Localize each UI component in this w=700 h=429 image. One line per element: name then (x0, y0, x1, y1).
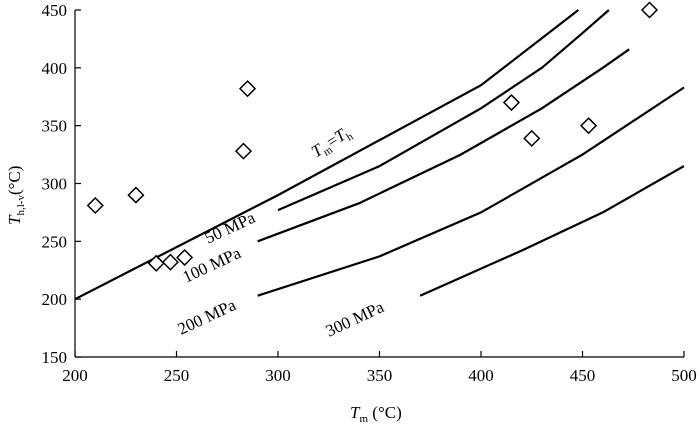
data-point (640, 1, 659, 19)
data-point (86, 196, 104, 215)
y-tick-label: 450 (42, 1, 68, 20)
label-50mpa: 50 MPa (202, 208, 259, 248)
series-line-4 (419, 165, 685, 297)
y-axis-label: Th,l-v(°C) (5, 166, 27, 225)
data-point (127, 186, 145, 204)
data-point (234, 142, 253, 160)
data-point (238, 80, 257, 98)
series-line-0 (74, 9, 580, 301)
label-100mpa: 100 MPa (180, 243, 245, 287)
y-tick-label: 300 (42, 175, 68, 194)
x-tick-label: 300 (265, 366, 291, 385)
y-tick-label: 250 (42, 232, 68, 251)
series-line-1 (277, 9, 610, 212)
data-point (502, 93, 521, 112)
data-point (580, 117, 598, 135)
x-tick-label: 350 (367, 366, 393, 385)
data-point (147, 254, 165, 272)
x-axis-label: Tm (°C) (350, 403, 402, 425)
y-tick-label: 200 (42, 290, 68, 309)
label-300mpa: 300 MPa (323, 297, 388, 341)
data-point (161, 253, 179, 271)
series-line-2 (257, 48, 630, 243)
data-point (523, 129, 541, 147)
curves (74, 9, 685, 301)
x-tick-label: 200 (62, 366, 88, 385)
label-200mpa: 200 MPa (175, 295, 240, 339)
data-points (86, 1, 659, 272)
y-tick-label: 150 (42, 348, 68, 367)
x-tick-label: 400 (468, 366, 494, 385)
data-point (176, 248, 194, 267)
x-tick-label: 250 (164, 366, 190, 385)
x-tick-label: 500 (671, 366, 697, 385)
y-tick-label: 400 (42, 59, 68, 78)
x-tick-label: 450 (570, 366, 596, 385)
axis-ticks: 200 250 300 350 400 450 5001502002503003504004… (42, 1, 697, 385)
series-line-3 (257, 86, 685, 297)
y-tick-label: 350 (42, 117, 68, 136)
